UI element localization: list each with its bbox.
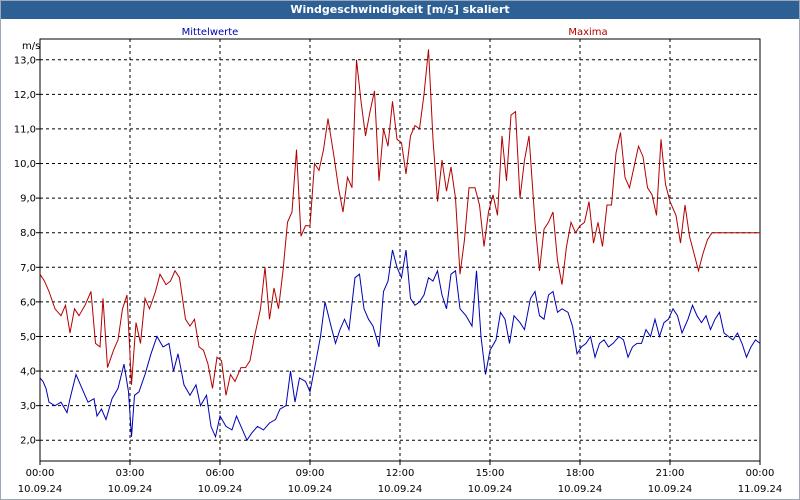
chart-title: Windgeschwindigkeit [m/s] skaliert — [1, 1, 799, 19]
y-tick-label: 2,0 — [20, 436, 36, 447]
series-line-maxima — [39, 49, 760, 396]
y-tick-label: 9,0 — [20, 194, 36, 205]
y-tick-label: 12,0 — [14, 90, 36, 101]
x-tick-time-label: 06:00 — [206, 468, 235, 479]
x-tick-date-label: 10.09.24 — [468, 484, 513, 495]
x-tick-time-label: 21:00 — [656, 468, 685, 479]
x-tick-time-label: 15:00 — [476, 468, 505, 479]
grid — [36, 39, 761, 465]
y-tick-label: 3,0 — [20, 401, 36, 412]
x-tick-date-label: 11.09.24 — [738, 484, 783, 495]
x-tick-date-label: 10.09.24 — [558, 484, 603, 495]
x-tick-time-label: 09:00 — [296, 468, 325, 479]
x-axis: 00:00 10.09.24 03:00 10.09.24 06:00 10.09.24 0… — [18, 468, 783, 495]
y-axis-unit: m/s — [22, 41, 40, 52]
legend: Mittelwerte Maxima — [182, 27, 608, 38]
y-tick-label: 11,0 — [14, 124, 36, 135]
y-tick-label: 5,0 — [20, 332, 36, 343]
x-tick-time-label: 18:00 — [566, 468, 595, 479]
y-tick-label: 10,0 — [14, 159, 36, 170]
y-tick-label: 8,0 — [20, 228, 36, 239]
legend-label-mittelwerte: Mittelwerte — [182, 27, 239, 38]
y-tick-label: 13,0 — [14, 55, 36, 66]
x-tick-date-label: 10.09.24 — [198, 484, 243, 495]
x-tick-date-label: 10.09.24 — [378, 484, 423, 495]
series-line-mittelwerte — [39, 249, 761, 442]
legend-label-maxima: Maxima — [568, 27, 607, 38]
y-tick-label: 4,0 — [20, 367, 36, 378]
x-tick-date-label: 10.09.24 — [18, 484, 63, 495]
x-tick-date-label: 10.09.24 — [288, 484, 333, 495]
x-tick-time-label: 03:00 — [116, 468, 145, 479]
x-tick-time-label: 00:00 — [26, 468, 55, 479]
plot-area — [39, 38, 761, 462]
x-tick-time-label: 00:00 — [746, 468, 775, 479]
x-tick-date-label: 10.09.24 — [648, 484, 693, 495]
y-tick-label: 7,0 — [20, 263, 36, 274]
x-tick-date-label: 10.09.24 — [108, 484, 153, 495]
y-tick-label: 6,0 — [20, 297, 36, 308]
series — [39, 49, 761, 442]
y-axis: 2,0 3,0 4,0 5,0 6,0 7,0 8,0 9,0 10,0 11,0 12,0 13,0 — [14, 55, 36, 446]
x-tick-time-label: 12:00 — [386, 468, 415, 479]
